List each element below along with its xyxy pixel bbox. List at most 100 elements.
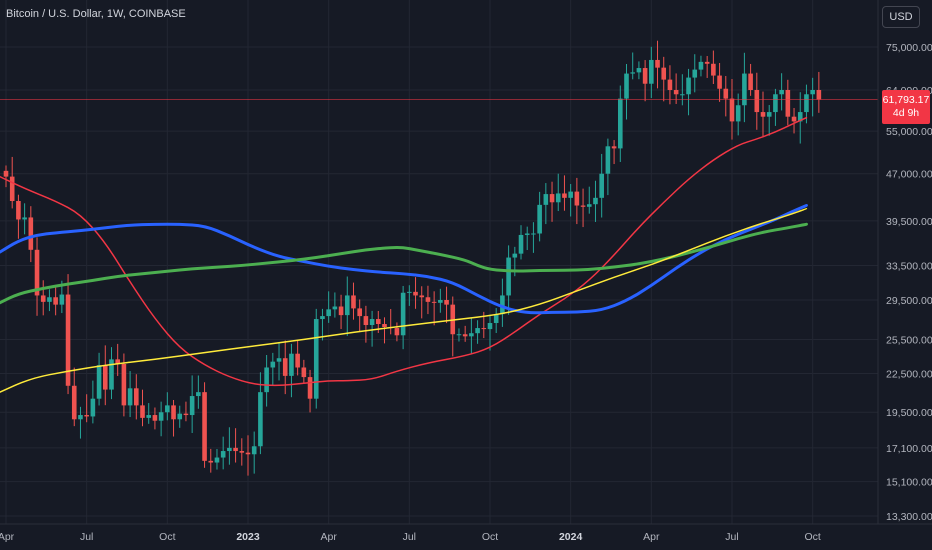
y-tick-label: 22,500.00 <box>886 368 932 380</box>
candle-body <box>53 297 58 305</box>
candle-body <box>723 88 729 99</box>
last-price-badge: 61,793.17 4d 9h <box>882 90 930 124</box>
candle-body <box>810 90 815 95</box>
candle-body <box>568 191 573 198</box>
candle-body <box>351 295 356 309</box>
candle-body <box>717 75 722 89</box>
candle-body <box>779 90 784 95</box>
candle-body <box>152 415 158 421</box>
candle-body <box>208 460 214 463</box>
candle-body <box>748 73 753 91</box>
candle-body <box>425 297 431 302</box>
candle-body <box>624 73 629 99</box>
candle-body <box>276 358 282 362</box>
candle-body <box>506 257 511 296</box>
moving-average-line <box>0 204 808 315</box>
x-tick-label: Jul <box>80 531 93 543</box>
candle-body <box>605 146 611 174</box>
candle-body <box>611 146 617 149</box>
candle-body <box>555 193 561 203</box>
candle-body <box>574 191 580 206</box>
y-tick-label: 75,000.00 <box>886 42 932 54</box>
candle-body <box>493 314 499 324</box>
x-tick-label: Apr <box>0 531 15 543</box>
x-tick-label: Apr <box>643 531 660 543</box>
candle-body <box>704 61 710 64</box>
candle-body <box>289 353 294 376</box>
candle-body <box>481 328 487 330</box>
y-tick-label: 39,500.00 <box>886 216 932 228</box>
candle-body <box>462 334 468 337</box>
candle-body <box>655 59 660 68</box>
candle-body <box>16 201 21 220</box>
candle-body <box>40 295 46 302</box>
candle-body <box>456 334 462 336</box>
x-tick-label: Apr <box>320 531 337 543</box>
candle-body <box>239 451 245 453</box>
candle-body <box>642 68 648 84</box>
candle-body <box>202 392 207 461</box>
moving-average-line <box>0 116 808 387</box>
candle-body <box>295 353 300 368</box>
candle-body <box>121 363 127 406</box>
candle-body <box>667 79 673 91</box>
candle-body <box>127 388 133 406</box>
candle-body <box>332 306 338 310</box>
candle-body <box>251 446 257 455</box>
candle-body <box>134 388 139 406</box>
candle-body <box>227 447 232 452</box>
candle-body <box>711 63 716 76</box>
candle-body <box>438 300 443 303</box>
candle-body <box>220 451 226 458</box>
candle-body <box>196 392 201 397</box>
candle-body <box>617 98 623 149</box>
candle-body <box>593 197 598 205</box>
candle-body <box>189 396 195 416</box>
candle-body <box>301 367 307 378</box>
moving-average-line <box>0 208 808 393</box>
candle-body <box>382 324 387 328</box>
candle-body <box>804 94 809 113</box>
currency-button[interactable]: USD <box>882 6 920 28</box>
y-tick-label: 55,000.00 <box>886 126 932 138</box>
candle-body <box>115 359 120 364</box>
candle-body <box>394 328 400 336</box>
candle-body <box>735 105 741 122</box>
candle-body <box>28 217 34 250</box>
candle-body <box>357 308 362 317</box>
candle-body <box>313 319 319 399</box>
x-tick-label: Oct <box>804 531 820 543</box>
candle-body <box>475 328 480 334</box>
y-tick-label: 13,300.00 <box>886 511 932 523</box>
candle-body <box>680 94 685 96</box>
candle-body <box>549 194 555 203</box>
candle-body <box>282 358 288 376</box>
price-axis[interactable] <box>878 0 932 550</box>
candle-body <box>562 193 567 198</box>
candle-body <box>444 300 449 305</box>
candle-body <box>320 316 325 320</box>
candle-body <box>109 359 114 390</box>
candle-body <box>344 295 350 316</box>
candle-body <box>214 457 220 463</box>
candle-body <box>78 415 83 420</box>
candle-body <box>9 176 15 202</box>
candle-body <box>773 94 778 113</box>
candle-body <box>816 90 822 100</box>
candle-body <box>338 306 344 316</box>
candle-body <box>500 295 505 315</box>
candle-body <box>630 72 636 74</box>
candle-body <box>599 173 604 198</box>
time-axis[interactable] <box>0 524 932 550</box>
candle-body <box>431 301 437 303</box>
candle-body <box>307 377 313 399</box>
candle-body <box>165 405 170 413</box>
candle-body <box>3 170 9 177</box>
candle-body <box>729 98 735 122</box>
candle-body <box>524 233 530 235</box>
y-tick-label: 17,100.00 <box>886 443 932 455</box>
candle-body <box>785 90 791 117</box>
x-tick-label: 2023 <box>236 531 260 543</box>
candle-body <box>580 205 586 207</box>
